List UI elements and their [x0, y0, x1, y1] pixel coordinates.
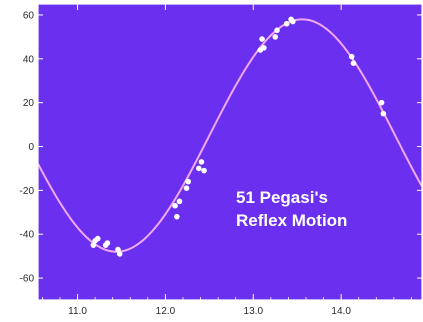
- data-point: [290, 18, 296, 25]
- x-tick-label: 13.0: [244, 306, 264, 317]
- data-point: [174, 213, 180, 220]
- annotation-line-1: 51 Pegasi's: [236, 188, 328, 207]
- x-tick-label: 14.0: [331, 306, 351, 317]
- x-tick-label: 11.0: [68, 306, 87, 317]
- data-point: [176, 198, 183, 205]
- y-tick-labels: -60 -40 -20 0 20 40 60: [20, 10, 35, 284]
- data-point: [201, 167, 207, 174]
- data-point: [116, 251, 123, 257]
- data-point: [172, 202, 178, 209]
- data-point: [104, 240, 111, 246]
- data-point: [350, 60, 357, 66]
- y-tick-label: 60: [23, 10, 35, 21]
- data-point: [283, 20, 290, 27]
- data-point: [261, 45, 267, 51]
- y-tick-label: -40: [20, 230, 35, 241]
- data-point: [272, 34, 279, 40]
- axis-ticks: [38, 4, 422, 300]
- data-point: [185, 178, 192, 185]
- y-tick-label: -20: [20, 186, 35, 197]
- x-tick-label: 12.0: [156, 306, 176, 317]
- y-tick-label: 20: [23, 98, 35, 109]
- data-point: [348, 53, 355, 60]
- y-tick-label: -60: [20, 274, 35, 285]
- data-point: [198, 159, 205, 165]
- data-point: [115, 246, 121, 253]
- data-point: [259, 36, 265, 42]
- fit-curve: [37, 18, 423, 253]
- x-tick-labels: 11.0 12.0 13.0 14.0: [68, 306, 351, 317]
- y-tick-label: 0: [28, 142, 34, 153]
- y-tick-label: 40: [23, 54, 35, 65]
- data-point: [378, 99, 385, 106]
- data-point: [196, 165, 202, 172]
- data-point: [380, 110, 387, 117]
- data-points: [90, 16, 387, 257]
- data-point: [274, 27, 280, 34]
- data-point: [90, 242, 97, 248]
- plot-area: [38, 4, 422, 300]
- data-point: [183, 185, 190, 191]
- plot-frame: [37, 3, 423, 301]
- annotation-line-2: Reflex Motion: [236, 211, 347, 230]
- data-point: [94, 235, 101, 242]
